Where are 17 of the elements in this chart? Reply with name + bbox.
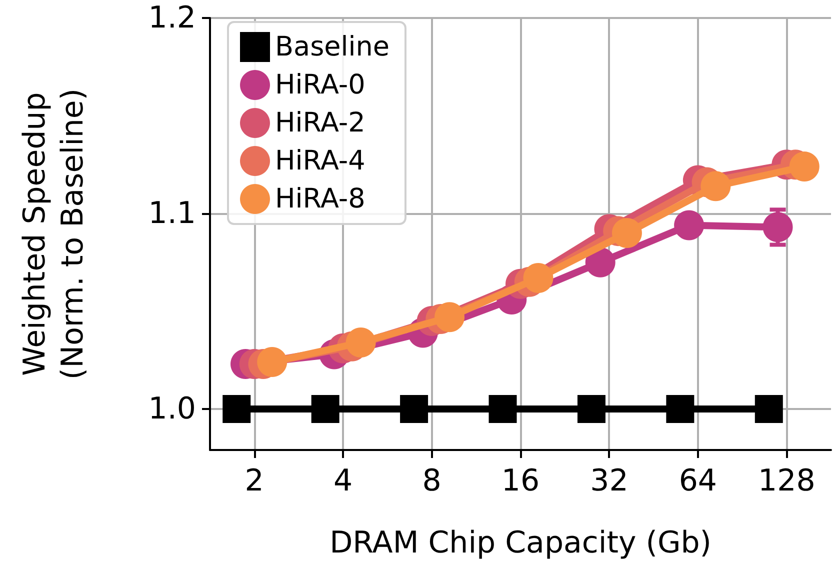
legend-label: HiRA-2 xyxy=(275,108,366,138)
y-tick-label: 1.2 xyxy=(148,0,196,36)
x-axis-title: DRAM Chip Capacity (Gb) xyxy=(330,526,712,560)
x-tick-label: 64 xyxy=(678,464,718,498)
legend-label: HiRA-0 xyxy=(275,70,366,100)
legend-label: Baseline xyxy=(275,32,390,62)
x-tick-label: 16 xyxy=(501,464,540,498)
x-tick-label: 8 xyxy=(422,464,442,498)
x-tick-label: 32 xyxy=(590,464,628,498)
legend-label: HiRA-8 xyxy=(275,184,366,214)
x-tick-label: 2 xyxy=(244,464,264,498)
legend-label: HiRA-4 xyxy=(275,146,366,176)
x-tick-label: 128 xyxy=(758,464,816,498)
y-tick-label: 1.1 xyxy=(148,196,196,231)
y-axis-title: Weighted Speedup (Norm. to Baseline) xyxy=(18,88,90,380)
x-tick-label: 4 xyxy=(334,464,353,498)
y-tick-label: 1.0 xyxy=(148,391,196,426)
